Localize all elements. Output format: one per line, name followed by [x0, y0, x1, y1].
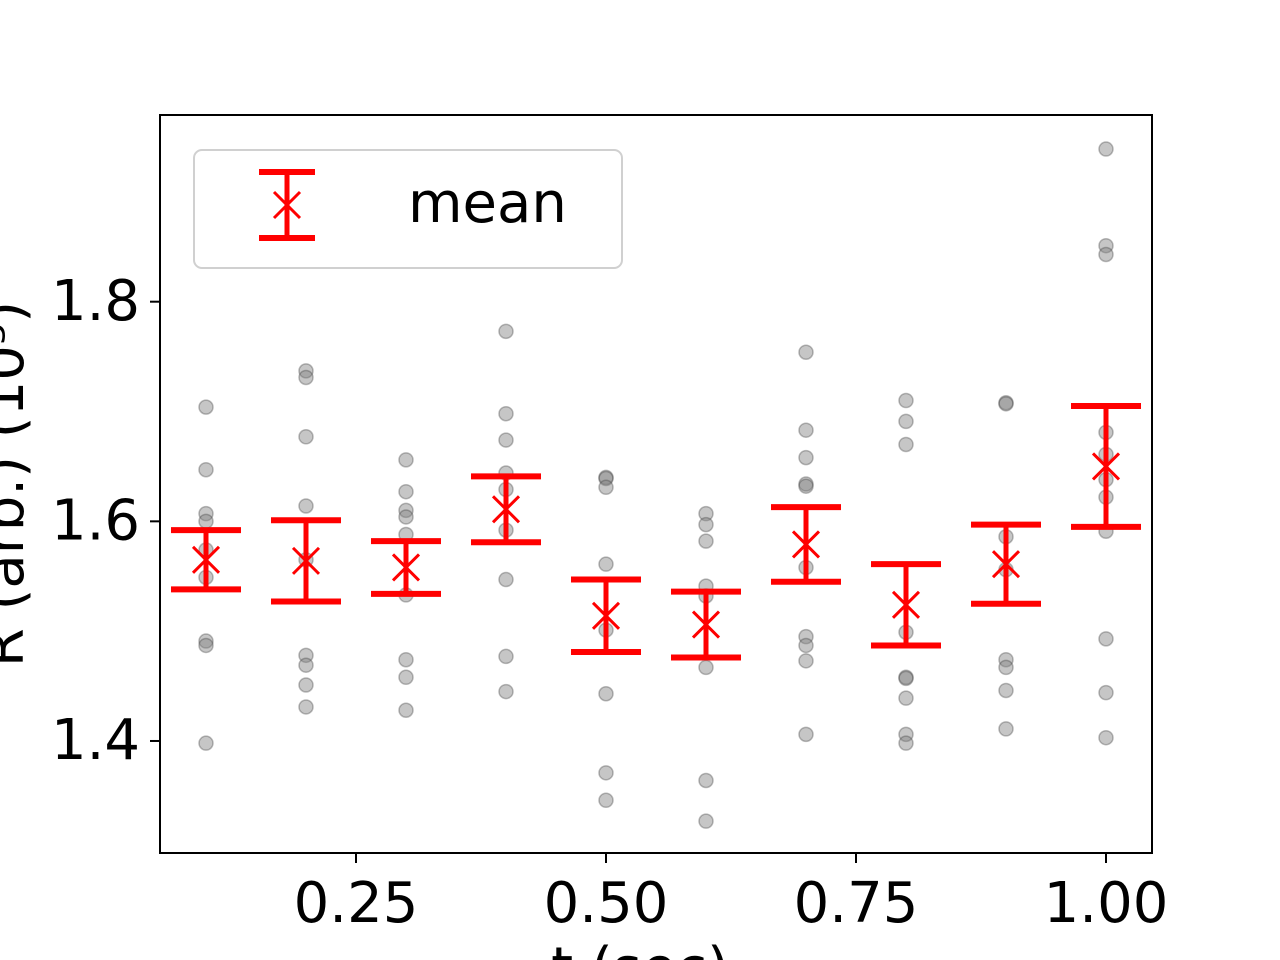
scatter-point — [898, 669, 914, 686]
scatter-point — [198, 735, 214, 751]
scatter-point — [1098, 141, 1114, 157]
scatter-point — [798, 653, 814, 669]
scatter-point — [298, 369, 314, 386]
scatter-point — [1098, 237, 1114, 254]
scatter-point — [598, 470, 614, 487]
scatter-point — [898, 392, 914, 409]
y-axis-label: R (arb.) (10⁵) — [0, 301, 37, 667]
scatter-point — [198, 633, 214, 649]
scatter-point — [498, 683, 514, 700]
x-marker — [791, 530, 821, 559]
x-marker — [691, 610, 721, 639]
scatter-point — [1098, 729, 1114, 746]
x-marker — [191, 545, 221, 574]
scatter-point — [498, 648, 514, 665]
y-tick-label: 1.6 — [51, 488, 140, 553]
scatter-point — [298, 363, 314, 379]
scatter-point — [198, 461, 214, 478]
scatter-point — [598, 792, 614, 809]
scatter-point — [298, 677, 314, 693]
scatter-point — [1098, 631, 1114, 647]
scatter-point — [198, 505, 214, 522]
scatter-point — [598, 686, 614, 702]
scatter-point — [798, 726, 814, 743]
scatter-point — [898, 436, 914, 453]
scatter-point — [298, 498, 314, 514]
scatter-point — [798, 628, 814, 645]
x-marker — [491, 495, 521, 524]
scatter-point — [998, 659, 1014, 676]
scatter-point — [498, 405, 514, 422]
scatter-point — [798, 476, 814, 492]
scatter-point — [698, 772, 714, 789]
x-tick-label: 0.75 — [794, 871, 919, 936]
scatter-point — [798, 449, 814, 466]
scatter-point — [598, 556, 614, 572]
y-tick-label: 1.4 — [51, 708, 140, 773]
scatter-point — [698, 533, 714, 549]
scatter-point — [998, 651, 1014, 668]
scatter-point — [898, 735, 914, 751]
scatter-point — [398, 669, 414, 686]
scatter-point — [398, 509, 414, 525]
x-marker — [591, 601, 621, 630]
scatter-point — [998, 396, 1014, 412]
scatter-point — [298, 429, 314, 445]
scatter-point — [798, 637, 814, 654]
scatter-point — [298, 657, 314, 673]
x-axis-label: t (sec) — [551, 936, 729, 960]
scatter-point — [498, 571, 514, 588]
scatter-point — [598, 469, 614, 486]
legend-label: mean — [408, 171, 567, 236]
scatter-point — [398, 452, 414, 468]
scatter-point — [198, 513, 214, 530]
scatter-point — [598, 479, 614, 496]
scatter-point — [198, 399, 214, 415]
scatter-point — [298, 699, 314, 715]
scatter-point — [498, 323, 514, 340]
x-marker — [891, 590, 921, 619]
x-marker — [391, 553, 421, 582]
scatter-point — [998, 394, 1014, 411]
x-tick-label: 0.25 — [294, 871, 419, 936]
scatter-point — [698, 516, 714, 533]
scatter-point — [998, 682, 1014, 699]
scatter-point — [898, 670, 914, 687]
scatter-point — [398, 502, 414, 519]
scatter-point — [1098, 246, 1114, 263]
x-marker — [1091, 452, 1121, 481]
scatter-point — [898, 413, 914, 430]
scatter-point — [298, 647, 314, 664]
scatter-point — [498, 432, 514, 448]
scatter-point — [798, 344, 814, 360]
y-tick-label: 1.8 — [51, 269, 140, 334]
plot-frame — [159, 114, 1153, 854]
scatter-point — [398, 483, 414, 500]
x-marker — [272, 190, 302, 220]
scatter-point — [698, 505, 714, 522]
x-marker — [991, 550, 1021, 579]
scatter-point — [198, 637, 214, 654]
scatter-point — [898, 726, 914, 743]
scatter-point — [1098, 684, 1114, 701]
scatter-point — [398, 651, 414, 668]
scatter-point — [698, 659, 714, 676]
scatter-point — [798, 478, 814, 494]
x-tick-label: 1.00 — [1044, 871, 1169, 936]
scatter-point — [998, 721, 1014, 737]
scatter-point — [698, 813, 714, 829]
scatter-point — [798, 422, 814, 438]
scatter-point — [398, 702, 414, 718]
x-tick-label: 0.50 — [544, 871, 669, 936]
scatter-point — [898, 690, 914, 706]
scatter-point — [598, 765, 614, 781]
x-marker — [291, 546, 321, 575]
